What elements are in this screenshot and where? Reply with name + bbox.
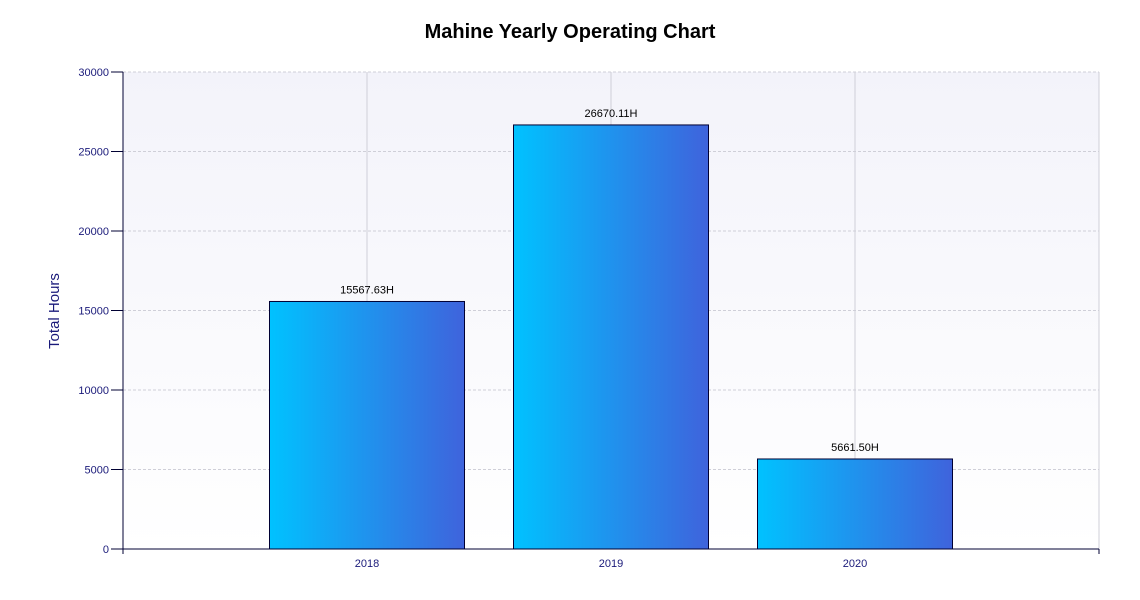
x-tick-label-2019: 2019 [599, 558, 623, 570]
data-label-2018: 15567.63H [340, 284, 394, 296]
axes [111, 71, 1100, 554]
y-tick-label: 20000 [78, 226, 109, 238]
bar-2020 [757, 458, 953, 550]
y-axis-label: Total Hours [46, 273, 63, 349]
chart-title: Mahine Yearly Operating Chart [425, 21, 716, 43]
x-tick-label-2020: 2020 [843, 558, 867, 570]
data-label-2019: 26670.11H [584, 108, 637, 120]
bar-2019 [513, 124, 709, 550]
labels: 15567.63H 26670.11H 5661.50H 0 5000 10000 1500… [78, 67, 878, 570]
y-tick-label: 5000 [85, 465, 109, 477]
bar-2018 [269, 300, 465, 550]
y-tick-label: 15000 [78, 306, 109, 318]
y-tick-label: 10000 [78, 385, 109, 397]
data-label-2020: 5661.50H [831, 442, 879, 454]
y-tick-label: 30000 [78, 67, 109, 79]
y-tick-label: 25000 [78, 147, 109, 159]
y-tick-label: 0 [103, 544, 109, 556]
bars [269, 124, 953, 550]
x-tick-label-2018: 2018 [355, 558, 379, 570]
